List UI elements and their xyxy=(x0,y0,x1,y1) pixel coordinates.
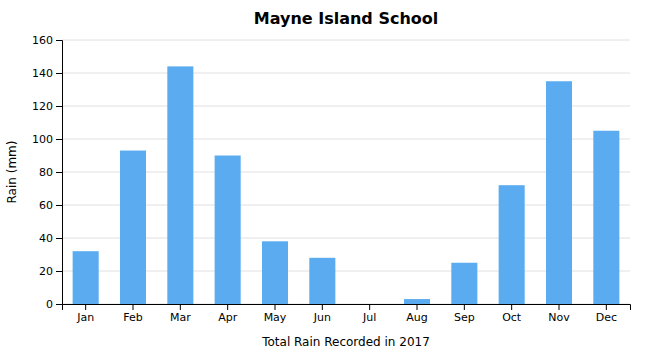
x-tick-label: Jan xyxy=(76,311,94,324)
y-tick: 140 xyxy=(32,67,62,80)
bar xyxy=(546,81,572,304)
x-tick-label: Dec xyxy=(596,311,617,324)
grid-line xyxy=(62,172,630,173)
chart-svg: Jan Feb Mar Apr May Jun Jul Aug Sep Oct Nov Dec 0 20 4… xyxy=(0,0,650,360)
x-tick-label: Jun xyxy=(313,311,331,324)
grid xyxy=(62,40,630,304)
y-tick-mark xyxy=(56,271,62,272)
x-tick: Oct xyxy=(502,304,522,324)
x-tick-mark xyxy=(417,304,418,310)
bar xyxy=(120,151,146,304)
x-tick-label: Nov xyxy=(548,311,570,324)
x-tick: Apr xyxy=(218,304,238,324)
x-axis-title: Total Rain Recorded in 2017 xyxy=(261,335,430,349)
x-tick-mark xyxy=(559,304,560,310)
x-tick-label: Oct xyxy=(502,311,522,324)
x-axis-line xyxy=(63,305,631,311)
x-tick: May xyxy=(264,304,287,324)
y-tick-label: 160 xyxy=(32,34,53,47)
y-tick: 100 xyxy=(32,133,62,146)
x-tick-mark xyxy=(227,304,228,310)
x-tick-label: Feb xyxy=(123,311,142,324)
y-tick-label: 40 xyxy=(39,232,53,245)
x-tick-mark xyxy=(275,304,276,310)
x-tick-label: Apr xyxy=(218,311,238,324)
y-axis-line xyxy=(56,41,63,305)
bar xyxy=(499,185,525,304)
x-tick-mark xyxy=(180,304,181,310)
x-tick-mark xyxy=(322,304,323,310)
x-tick: Nov xyxy=(548,304,570,324)
x-tick-mark xyxy=(511,304,512,310)
grid-line xyxy=(62,40,630,41)
y-tick-mark xyxy=(56,106,62,107)
bars xyxy=(73,66,620,304)
y-tick-label: 120 xyxy=(32,100,53,113)
x-tick-label: Jul xyxy=(362,311,376,324)
y-tick-label: 0 xyxy=(46,298,53,311)
y-tick: 60 xyxy=(39,199,62,212)
x-tick-mark xyxy=(133,304,134,310)
x-tick-label: Sep xyxy=(454,311,475,324)
y-tick: 0 xyxy=(46,298,62,311)
x-tick: Feb xyxy=(123,304,142,324)
bar xyxy=(215,156,241,305)
y-tick-label: 140 xyxy=(32,67,53,80)
y-tick-mark xyxy=(56,304,62,305)
grid-line xyxy=(62,139,630,140)
bar xyxy=(404,299,430,304)
y-tick: 160 xyxy=(32,34,62,47)
bar xyxy=(357,304,383,305)
y-tick-mark xyxy=(56,73,62,74)
y-tick-label: 20 xyxy=(39,265,53,278)
title: Mayne Island School xyxy=(254,9,439,28)
y-tick-label: 100 xyxy=(32,133,53,146)
bar xyxy=(309,258,335,304)
y-tick: 80 xyxy=(39,166,62,179)
grid-line xyxy=(62,271,630,272)
x-tick-label: Aug xyxy=(406,311,427,324)
y-axis: 0 20 40 60 80 100 120 140 160 xyxy=(32,34,63,311)
grid-line xyxy=(62,205,630,206)
x-tick: Jul xyxy=(362,304,376,324)
bar xyxy=(593,131,619,304)
y-axis-title: Rain (mm) xyxy=(5,141,19,204)
bar xyxy=(167,66,193,304)
y-tick-label: 60 xyxy=(39,199,53,212)
chart-container: Jan Feb Mar Apr May Jun Jul Aug Sep Oct Nov Dec 0 20 4… xyxy=(0,0,650,360)
grid-line xyxy=(62,238,630,239)
bar xyxy=(262,241,288,304)
x-tick: Jan xyxy=(76,304,94,324)
x-tick-mark xyxy=(369,304,370,310)
bar xyxy=(451,263,477,304)
grid-line xyxy=(62,73,630,74)
x-axis: Jan Feb Mar Apr May Jun Jul Aug Sep Oct Nov Dec xyxy=(63,304,631,324)
x-tick: Jun xyxy=(313,304,331,324)
y-tick-mark xyxy=(56,172,62,173)
y-tick-label: 80 xyxy=(39,166,53,179)
plot-area: Jan Feb Mar Apr May Jun Jul Aug Sep Oct Nov Dec 0 20 4… xyxy=(32,34,631,324)
y-tick: 40 xyxy=(39,232,62,245)
x-tick-label: May xyxy=(264,311,287,324)
x-tick: Aug xyxy=(406,304,427,324)
x-tick: Sep xyxy=(454,304,475,324)
y-tick: 20 xyxy=(39,265,62,278)
x-tick: Dec xyxy=(596,304,617,324)
grid-line xyxy=(62,106,630,107)
x-tick-mark xyxy=(464,304,465,310)
x-tick-mark xyxy=(606,304,607,310)
y-tick-mark xyxy=(56,139,62,140)
x-tick: Mar xyxy=(170,304,191,324)
y-tick-mark xyxy=(56,205,62,206)
y-tick-mark xyxy=(56,40,62,41)
y-tick: 120 xyxy=(32,100,62,113)
x-tick-mark xyxy=(85,304,86,310)
x-tick-label: Mar xyxy=(170,311,191,324)
y-tick-mark xyxy=(56,238,62,239)
bar xyxy=(73,251,99,304)
